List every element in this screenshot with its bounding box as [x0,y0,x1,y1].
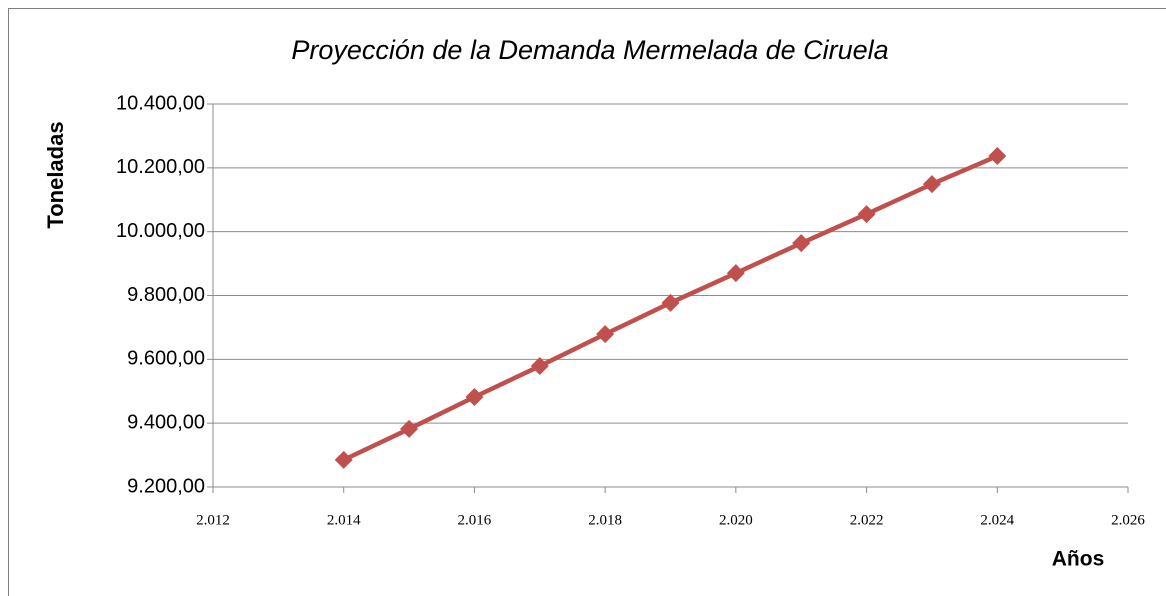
data-marker [465,387,484,406]
y-tick-label: 10.400,00 [116,92,205,114]
x-tick-label: 2.022 [850,512,884,528]
data-marker [726,264,745,283]
x-tick-label: 2.012 [196,512,230,528]
y-tick-label: 10.200,00 [116,156,205,178]
data-marker [530,357,549,376]
data-marker [988,147,1007,166]
x-tick-label: 2.026 [1111,512,1145,528]
y-tick-label: 9.600,00 [127,348,205,370]
y-tick-label: 10.000,00 [116,220,205,242]
y-tick-label: 9.400,00 [127,411,205,433]
x-tick-label: 2.016 [458,512,492,528]
data-marker [792,234,811,253]
data-marker [857,205,876,224]
data-marker [661,293,680,312]
x-axis-label: Años [1052,548,1105,571]
y-tick-label: 9.800,00 [127,284,205,306]
x-tick-label: 2.024 [980,512,1014,528]
y-axis-label: Toneladas [43,121,68,228]
data-marker [334,450,353,469]
data-marker [596,325,615,344]
x-tick-label: 2.014 [327,512,361,528]
chart-title: Proyección de la Demanda Mermelada de Ci… [291,35,888,65]
y-tick-label: 9.200,00 [127,475,205,497]
data-marker [922,175,941,194]
chart-frame [8,8,1166,596]
data-marker [400,419,419,438]
x-tick-label: 2.018 [588,512,622,528]
x-tick-label: 2.020 [719,512,753,528]
